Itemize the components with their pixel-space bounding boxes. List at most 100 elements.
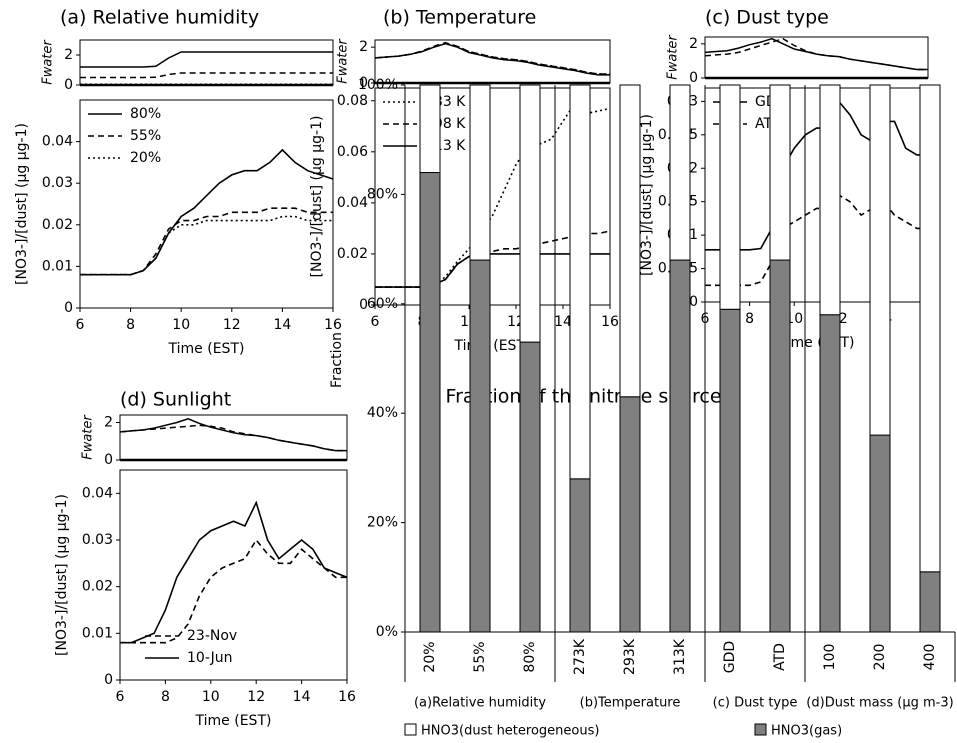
x-axis-label: Time (EST) (195, 713, 272, 729)
bar (919, 84, 941, 573)
y-tick-label: 0 (64, 300, 73, 316)
panel-title: (d) Sunlight (120, 389, 231, 411)
x-tick-label: 313K (672, 638, 688, 675)
bar (719, 308, 741, 633)
y-tick-label: 40% (367, 405, 398, 421)
y-axis-label: [NO3-]/[dust] (μg μg-1) (309, 116, 325, 278)
bar (819, 314, 841, 633)
x-tick-label: 293K (622, 638, 638, 675)
y-axis-label: [NO3-]/[dust] (μg μg-1) (54, 494, 70, 656)
legend-label: 10-Jun (187, 650, 233, 666)
panel-title: (c) Dust type (705, 7, 829, 29)
x-tick-label: GDD (722, 641, 738, 673)
line (120, 538, 347, 644)
x-tick-label: 55% (472, 641, 488, 672)
upper-line (80, 51, 333, 68)
x-tick-label: 14 (273, 317, 291, 333)
upper-y-label: Fwater (666, 34, 681, 80)
legend-label: HNO3(gas) (771, 724, 842, 739)
x-tick-label: 400 (922, 644, 938, 671)
x-tick-label: ATD (772, 643, 788, 671)
legend-label: 55% (130, 128, 161, 144)
group-label: (c) Dust type (713, 696, 798, 711)
y-tick-label: 100% (358, 77, 398, 93)
x-tick-label: 16 (338, 689, 356, 705)
legend-swatch (754, 723, 767, 736)
upper-line (80, 72, 333, 79)
bar (419, 84, 441, 174)
upper-frame (704, 36, 929, 79)
bar (919, 571, 941, 633)
y-tick-label: 0.04 (82, 485, 113, 501)
legend-label: 20% (130, 150, 161, 166)
upper-line (704, 37, 928, 71)
x-tick-label: 12 (223, 317, 241, 333)
bar (569, 84, 591, 480)
bar (469, 84, 491, 261)
upper-y-label: Fwater (81, 414, 96, 460)
upper-frame (119, 414, 348, 461)
bar (869, 434, 891, 633)
y-tick-label: 0.02 (42, 217, 73, 233)
y-axis-label: Fraction (329, 332, 345, 388)
y-tick-label: 0 (689, 294, 698, 310)
x-tick-label: 8 (745, 311, 754, 327)
plot-frame (374, 87, 611, 306)
group-label: (d)Dust mass (μg m-3) (806, 696, 953, 711)
x-axis-label: Time (EST) (168, 341, 245, 357)
y-tick-label: 0.02 (82, 579, 113, 595)
bar (719, 84, 741, 310)
upper-y-label: Fwater (336, 38, 351, 84)
panel-title: (b) Temperature (383, 7, 536, 29)
upper-line (119, 424, 347, 452)
bar (669, 259, 691, 633)
upper-line (374, 42, 610, 76)
y-tick-label: 0 (64, 77, 73, 93)
x-tick-label: 10 (172, 317, 190, 333)
group-label: (a)Relative humidity (414, 696, 546, 711)
y-tick-label: 2 (359, 39, 368, 55)
upper-line (704, 37, 928, 71)
x-tick-label: 200 (872, 644, 888, 671)
bar (669, 84, 691, 261)
line (80, 207, 333, 276)
line (705, 99, 928, 251)
upper-line (374, 41, 610, 75)
bar (869, 84, 891, 436)
x-tick-label: 80% (522, 641, 538, 672)
x-tick-label: 20% (422, 641, 438, 672)
x-tick-label: 16 (601, 314, 619, 330)
panel-title: (a) Relative humidity (60, 7, 259, 29)
upper-line (119, 418, 347, 452)
line (375, 102, 611, 288)
y-axis-label: [NO3-]/[dust] (μg μg-1) (14, 123, 30, 285)
y-tick-label: 0.08 (337, 93, 368, 109)
x-tick-label: 16 (324, 317, 342, 333)
y-tick-label: 0.03 (42, 175, 73, 191)
upper-frame (79, 39, 334, 86)
y-tick-label: 80% (367, 186, 398, 202)
y-tick-label: 0.03 (82, 532, 113, 548)
upper-y-label: Fwater (41, 39, 56, 85)
bar (419, 172, 441, 633)
x-tick-label: 6 (116, 689, 125, 705)
x-tick-label: 14 (293, 689, 311, 705)
line (80, 148, 334, 276)
line (705, 193, 928, 287)
y-tick-label: 0.06 (337, 144, 368, 160)
x-tick-label: 10 (202, 689, 220, 705)
x-tick-label: 273K (572, 638, 588, 675)
y-tick-label: 20% (367, 515, 398, 531)
upper-frame (374, 39, 611, 84)
group-label: (b)Temperature (580, 696, 681, 711)
bar (819, 84, 841, 316)
bar (519, 341, 541, 633)
y-tick-label: 0.01 (42, 258, 73, 274)
y-tick-label: 0 (104, 672, 113, 688)
plot-frame (119, 469, 348, 681)
x-tick-label: 6 (76, 317, 85, 333)
bar (769, 84, 791, 261)
legend-label: HNO3(dust heterogeneous) (421, 724, 599, 739)
y-tick-label: 0 (689, 70, 698, 86)
